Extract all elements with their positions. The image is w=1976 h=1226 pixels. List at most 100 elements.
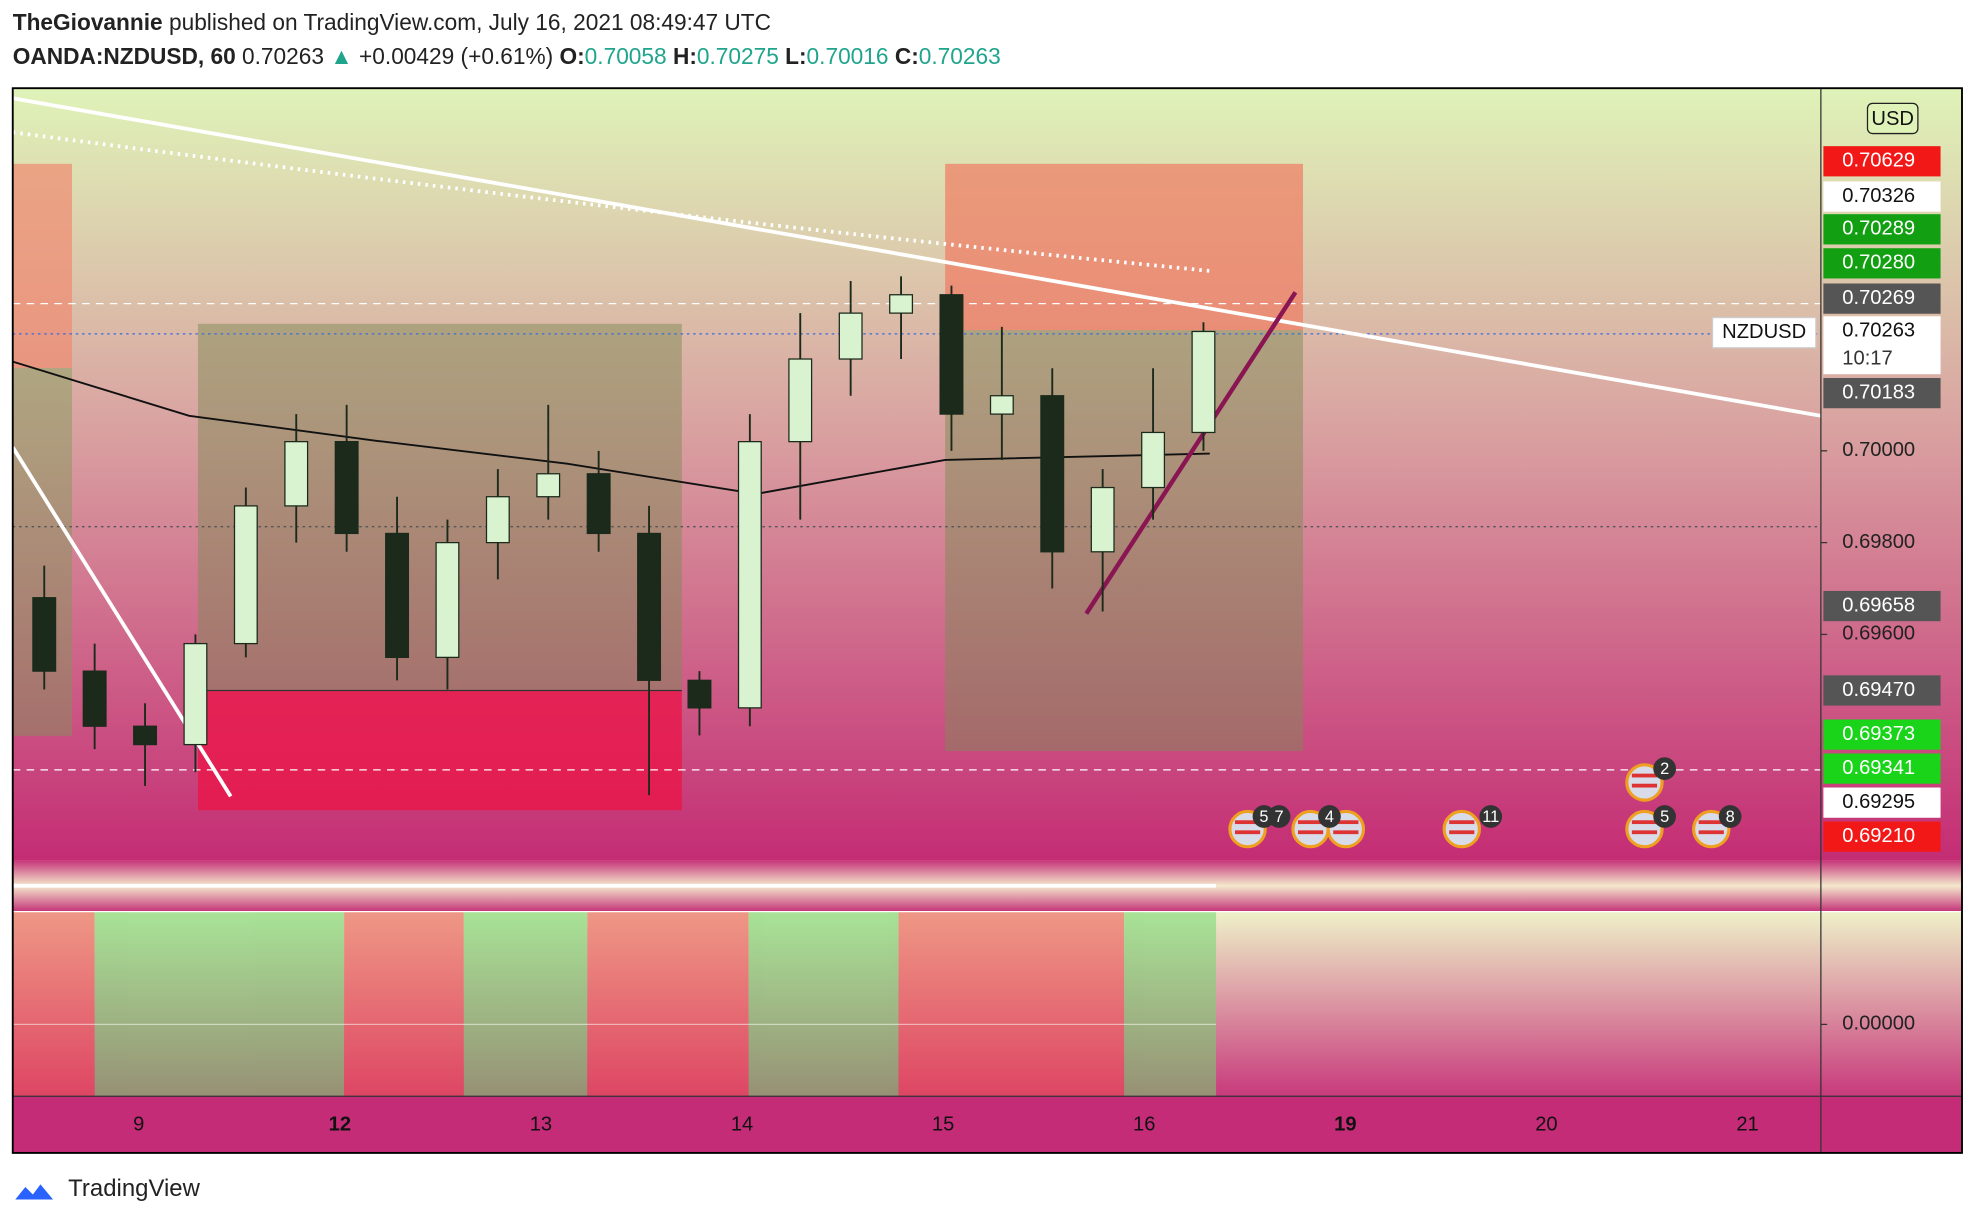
footer: TradingView — [15, 1175, 201, 1202]
price-label: 0.69470 — [1842, 679, 1915, 701]
event-badge — [1318, 805, 1341, 828]
candle-body — [435, 541, 460, 659]
candle-body — [989, 395, 1014, 415]
trend-line — [1084, 291, 1298, 615]
price-label-box — [1823, 146, 1941, 177]
event-badge — [1718, 805, 1742, 828]
x-tick-label: 15 — [932, 1114, 954, 1136]
x-tick-label: 9 — [133, 1114, 144, 1136]
candle-body — [939, 294, 964, 415]
candle-body — [536, 473, 561, 498]
candle-body — [385, 532, 410, 659]
price-label: 0.70183 — [1842, 381, 1915, 403]
price-label: 0.69658 — [1842, 594, 1915, 616]
event-flag-stripe — [1333, 820, 1359, 825]
zone — [12, 367, 72, 736]
currency: USD — [1871, 108, 1914, 130]
x-tick-label: 13 — [530, 1114, 552, 1136]
event-badge — [1653, 805, 1676, 828]
event-count: 5 — [1660, 808, 1669, 826]
event-flag-stripe — [1449, 830, 1475, 835]
event-flag-stripe — [1234, 830, 1261, 835]
event-count: 7 — [1275, 808, 1284, 826]
header: TheGiovannie published on TradingView.co… — [13, 9, 1001, 69]
x-tick-label: 21 — [1736, 1114, 1758, 1136]
event-count: 5 — [1259, 808, 1268, 826]
ma-line — [12, 360, 1210, 495]
price-label: 0.70289 — [1842, 218, 1915, 240]
x-tick-label: 14 — [731, 1114, 753, 1136]
frame — [11, 87, 1963, 1154]
y-tick-label: 0.70000 — [1842, 439, 1915, 461]
event-flag-stripe — [1698, 830, 1724, 835]
close-label: C: — [895, 43, 919, 69]
price-label-box — [1823, 316, 1941, 375]
candle-body — [838, 312, 863, 360]
y-tick-label: 0.00000 — [1842, 1013, 1915, 1035]
price-label-box — [1823, 753, 1941, 784]
event-flag-stripe — [1631, 773, 1658, 778]
event-badge — [1267, 805, 1291, 828]
plot: 0.69600 0.69800 0.70000 0.00000 9 12 13 14 15 16 1… — [32, 102, 1941, 1136]
brand: TradingView — [68, 1175, 200, 1202]
symbol-tag: NZDUSD — [1722, 321, 1806, 343]
high: 0.70275 — [697, 43, 779, 69]
open-label: O: — [559, 43, 584, 69]
symbol-tag-box — [1711, 316, 1817, 349]
publish-line: TheGiovannie published on TradingView.co… — [13, 9, 771, 35]
author: TheGiovannie — [13, 9, 163, 35]
event-count: 11 — [1482, 808, 1499, 826]
price-label: 0.69295 — [1842, 791, 1915, 813]
event-count: 2 — [1660, 760, 1669, 778]
price-label: 0.70269 — [1842, 287, 1915, 309]
event-flag-stripe — [1631, 830, 1658, 835]
countdown: 10:17 — [1842, 347, 1892, 369]
event-flag-stripe — [1333, 830, 1359, 835]
close: 0.70263 — [919, 43, 1001, 69]
event-flag-stripe — [1449, 820, 1475, 825]
event-count: 4 — [1325, 808, 1334, 826]
currency-box — [1866, 102, 1919, 135]
high-label: H: — [673, 43, 697, 69]
event-flag-stripe — [1631, 783, 1658, 788]
candle-body — [233, 505, 258, 645]
price-label: 0.70280 — [1842, 252, 1915, 274]
price-label-box — [1823, 248, 1941, 279]
candle-body — [82, 670, 107, 727]
y-tick-label: 0.69600 — [1842, 623, 1915, 645]
candle-body — [1191, 330, 1216, 434]
price-label: 0.69210 — [1842, 825, 1915, 847]
candle-body — [1141, 431, 1166, 489]
candle-body — [737, 441, 762, 709]
candle-body — [334, 441, 359, 535]
symbol: OANDA:NZDUSD, 60 — [13, 43, 236, 69]
price-label: 0.70263 — [1842, 320, 1915, 342]
time-axis — [12, 1096, 1962, 1153]
event-flag-stripe — [1698, 820, 1724, 825]
zone — [945, 330, 1304, 751]
price-label: 0.69373 — [1842, 723, 1915, 745]
zone — [12, 163, 72, 368]
price-label-box — [1823, 590, 1941, 622]
price-label: 0.69341 — [1842, 757, 1915, 779]
candle-body — [637, 532, 662, 681]
price-label-box — [1823, 181, 1941, 212]
price-label-box — [1823, 378, 1941, 409]
event-flag-stripe — [1297, 830, 1324, 835]
price-label-box — [1823, 719, 1941, 750]
open: 0.70058 — [585, 43, 667, 69]
x-tick-label: 16 — [1133, 1114, 1155, 1136]
low-label: L: — [785, 43, 806, 69]
event-flag-stripe — [1234, 820, 1261, 825]
event-flag-stripe — [1297, 820, 1324, 825]
logo — [15, 1184, 54, 1200]
candle-body — [485, 496, 510, 544]
zone — [197, 690, 682, 811]
price-label-box — [1823, 214, 1941, 245]
candle-body — [32, 597, 57, 672]
change: +0.00429 (+0.61%) — [359, 43, 553, 69]
event-badge — [1653, 757, 1676, 780]
event-badge — [1479, 805, 1503, 828]
event-flag — [1442, 809, 1481, 849]
zone — [945, 163, 1304, 331]
